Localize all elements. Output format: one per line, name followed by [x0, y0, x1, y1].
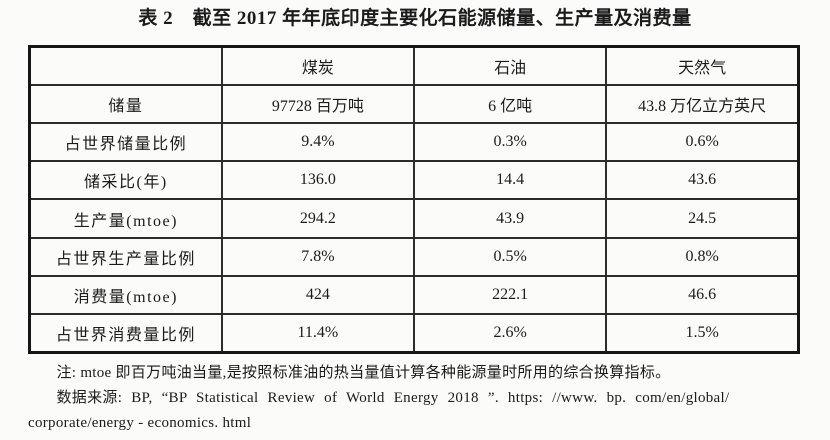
column-header-oil: 石油	[412, 45, 608, 87]
table-cell: 0.5%	[412, 236, 608, 277]
table-cell: 222.1	[412, 274, 608, 315]
table-cell: 97728 百万吨	[220, 84, 416, 125]
note-source-line2: corporate/energy - economics. html	[28, 415, 252, 431]
row-label: 占世界生产量比例	[28, 236, 223, 277]
table-row-reserves: 储量 97728 百万吨 6 亿吨 43.8 万亿立方英尺	[28, 84, 800, 125]
table-row-production: 生产量(mtoe) 294.2 43.9 24.5	[28, 198, 800, 239]
table-cell: 7.8%	[220, 236, 416, 277]
table-cell: 1.5%	[605, 312, 800, 354]
table-cell: 46.6	[605, 274, 800, 315]
table-cell: 43.8 万亿立方英尺	[605, 84, 800, 125]
row-label: 储采比(年)	[28, 160, 223, 201]
note-definition: 注: mtoe 即百万吨油当量,是按照标准油的热当量值计算各种能源量时所用的综合…	[56, 365, 671, 381]
header-row: 煤炭 石油 天然气	[28, 45, 800, 87]
column-header-gas: 天然气	[605, 45, 800, 87]
corner-cell	[28, 45, 223, 87]
table-cell: 2.6%	[412, 312, 608, 354]
table-cell: 9.4%	[220, 122, 416, 163]
table-cell: 14.4	[412, 160, 608, 201]
table-cell: 424	[220, 274, 416, 315]
row-label: 储量	[28, 84, 223, 125]
row-label: 占世界储量比例	[28, 122, 223, 163]
row-label: 生产量(mtoe)	[28, 198, 223, 239]
table-cell: 294.2	[220, 198, 416, 239]
table-row-world-reserve-share: 占世界储量比例 9.4% 0.3% 0.6%	[28, 122, 800, 163]
energy-data-table: 煤炭 石油 天然气 储量 97728 百万吨 6 亿吨 43.8 万亿立方英尺 …	[28, 45, 800, 354]
table-row-world-consumption-share: 占世界消费量比例 11.4% 2.6% 1.5%	[28, 312, 800, 354]
table-cell: 0.3%	[412, 122, 608, 163]
table-cell: 0.6%	[605, 122, 800, 163]
table-row-reserve-production-ratio: 储采比(年) 136.0 14.4 43.6	[28, 160, 800, 201]
table-row-world-production-share: 占世界生产量比例 7.8% 0.5% 0.8%	[28, 236, 800, 277]
table-notes: 注: mtoe 即百万吨油当量,是按照标准油的热当量值计算各种能源量时所用的综合…	[28, 361, 804, 436]
note-source-line1: 数据来源: BP, “BP Statistical Review of Worl…	[56, 390, 730, 406]
table-cell: 11.4%	[220, 312, 416, 354]
column-header-coal: 煤炭	[220, 45, 416, 87]
table-cell: 24.5	[605, 198, 800, 239]
row-label: 消费量(mtoe)	[28, 274, 223, 315]
table-cell: 0.8%	[605, 236, 800, 277]
table-title: 表 2 截至 2017 年年底印度主要化石能源储量、生产量及消费量	[138, 8, 692, 29]
table-cell: 6 亿吨	[412, 84, 608, 125]
table-cell: 136.0	[220, 160, 416, 201]
table-cell: 43.9	[412, 198, 608, 239]
table-row-consumption: 消费量(mtoe) 424 222.1 46.6	[28, 274, 800, 315]
row-label: 占世界消费量比例	[28, 312, 223, 354]
table-cell: 43.6	[605, 160, 800, 201]
